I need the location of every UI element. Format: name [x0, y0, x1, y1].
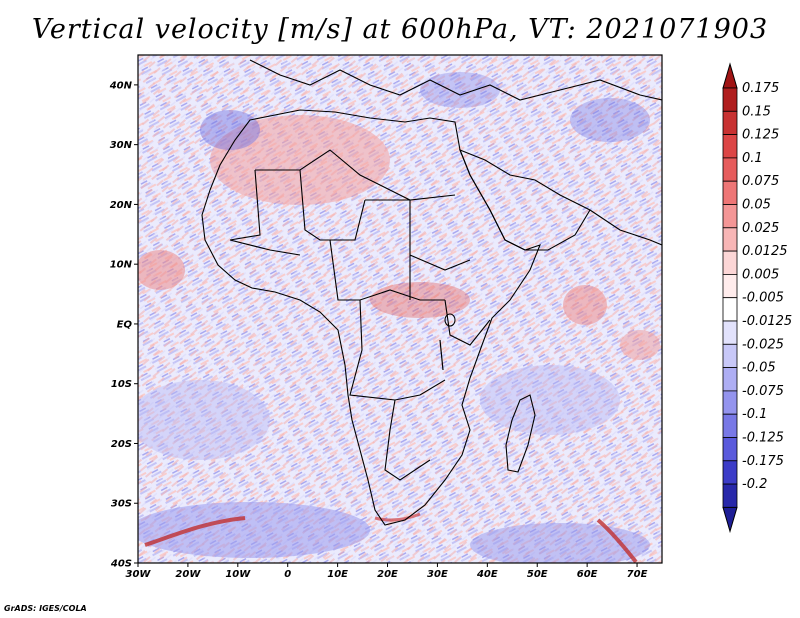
- lat-tick-label: 10N: [110, 260, 133, 271]
- colorbar-label: -0.025: [742, 337, 784, 352]
- lon-tick-label: 30W: [126, 569, 152, 580]
- lon-tick-label: 20W: [175, 569, 201, 580]
- colorbar-label: 0.125: [742, 128, 779, 143]
- colorbar-swatch: [722, 110, 738, 136]
- credit-text: GrADS: IGES/COLA: [4, 604, 87, 613]
- colorbar-label: -0.2: [742, 477, 767, 492]
- colorbar-swatch: [722, 134, 738, 159]
- lat-tick-label: EQ: [117, 319, 133, 330]
- colorbar-label: 0.175: [742, 81, 779, 96]
- colorbar-swatch: [722, 273, 738, 299]
- lon-tick-label: 40E: [476, 569, 498, 580]
- colorbar-swatch: [722, 320, 738, 345]
- colorbar-label: 0.05: [742, 198, 771, 213]
- colorbar-swatch: [722, 437, 738, 462]
- colorbar-label: 0.1: [742, 151, 763, 166]
- colorbar-swatch: [722, 204, 738, 229]
- colorbar-swatch: [722, 367, 738, 392]
- lat-tick-label: 40N: [109, 80, 133, 91]
- lat-tick-label: 10S: [111, 379, 132, 390]
- lon-tick-label: 60E: [577, 569, 598, 580]
- latitude-axis: 40N 30N 20N 10N EQ 10S 20S 30S 40S: [109, 80, 138, 570]
- lat-tick-label: 20S: [111, 439, 132, 450]
- colorbar-top-arrow: [722, 62, 738, 89]
- colorbar-label: -0.05: [742, 361, 776, 376]
- lat-tick-label: 20N: [110, 200, 133, 211]
- colorbar-swatch: [722, 413, 738, 438]
- colorbar-swatch: [722, 250, 738, 275]
- colorbar-swatch: [722, 180, 738, 205]
- lon-tick-label: 20E: [377, 569, 398, 580]
- colorbar-label: -0.175: [742, 454, 784, 469]
- colorbar-swatch: [722, 227, 738, 252]
- colorbar-swatch: [722, 87, 738, 112]
- colorbar-label: 0.005: [742, 267, 779, 282]
- map-title: Vertical velocity [m/s] at 600hPa, VT: 2…: [31, 14, 769, 45]
- colorbar-swatch: [722, 460, 738, 485]
- colorbar-label: -0.125: [742, 431, 784, 446]
- colorbar: 0.175 0.15 0.125 0.1 0.075 0.05 0.025 0.0125 0.0…: [722, 62, 792, 534]
- lon-tick-label: 10E: [327, 569, 348, 580]
- lon-tick-label: 70E: [627, 569, 648, 580]
- coastlines: [201, 59, 662, 526]
- colorbar-label: -0.1: [742, 407, 767, 422]
- colorbar-swatch: [722, 343, 738, 368]
- lon-tick-label: 30E: [427, 569, 448, 580]
- map-frame: [137, 54, 663, 564]
- lon-tick-label: 10W: [225, 569, 251, 580]
- colorbar-bottom-arrow: [722, 506, 738, 534]
- lat-tick-label: 40S: [110, 559, 132, 570]
- lon-tick-label: 50E: [527, 569, 548, 580]
- colorbar-swatch: [722, 483, 738, 508]
- colorbar-label: 0.15: [742, 104, 771, 119]
- colorbar-swatch: [722, 157, 738, 182]
- colorbar-label: 0.025: [742, 221, 779, 236]
- colorbar-label: -0.0125: [742, 314, 792, 329]
- lat-tick-label: 30N: [110, 140, 133, 151]
- colorbar-swatch: [722, 390, 738, 415]
- colorbar-swatch: [722, 297, 738, 322]
- colorbar-label: 0.075: [742, 174, 779, 189]
- colorbar-label: -0.075: [742, 384, 784, 399]
- lat-tick-label: 30S: [111, 499, 132, 510]
- longitude-axis: 30W 20W 10W 0 10E 20E 30E 40E 50E 60E 70E: [126, 563, 648, 580]
- colorbar-label: 0.0125: [742, 244, 788, 259]
- lon-tick-label: 0: [284, 569, 291, 580]
- vertical-velocity-field: [138, 55, 662, 563]
- colorbar-label: -0.005: [742, 291, 784, 306]
